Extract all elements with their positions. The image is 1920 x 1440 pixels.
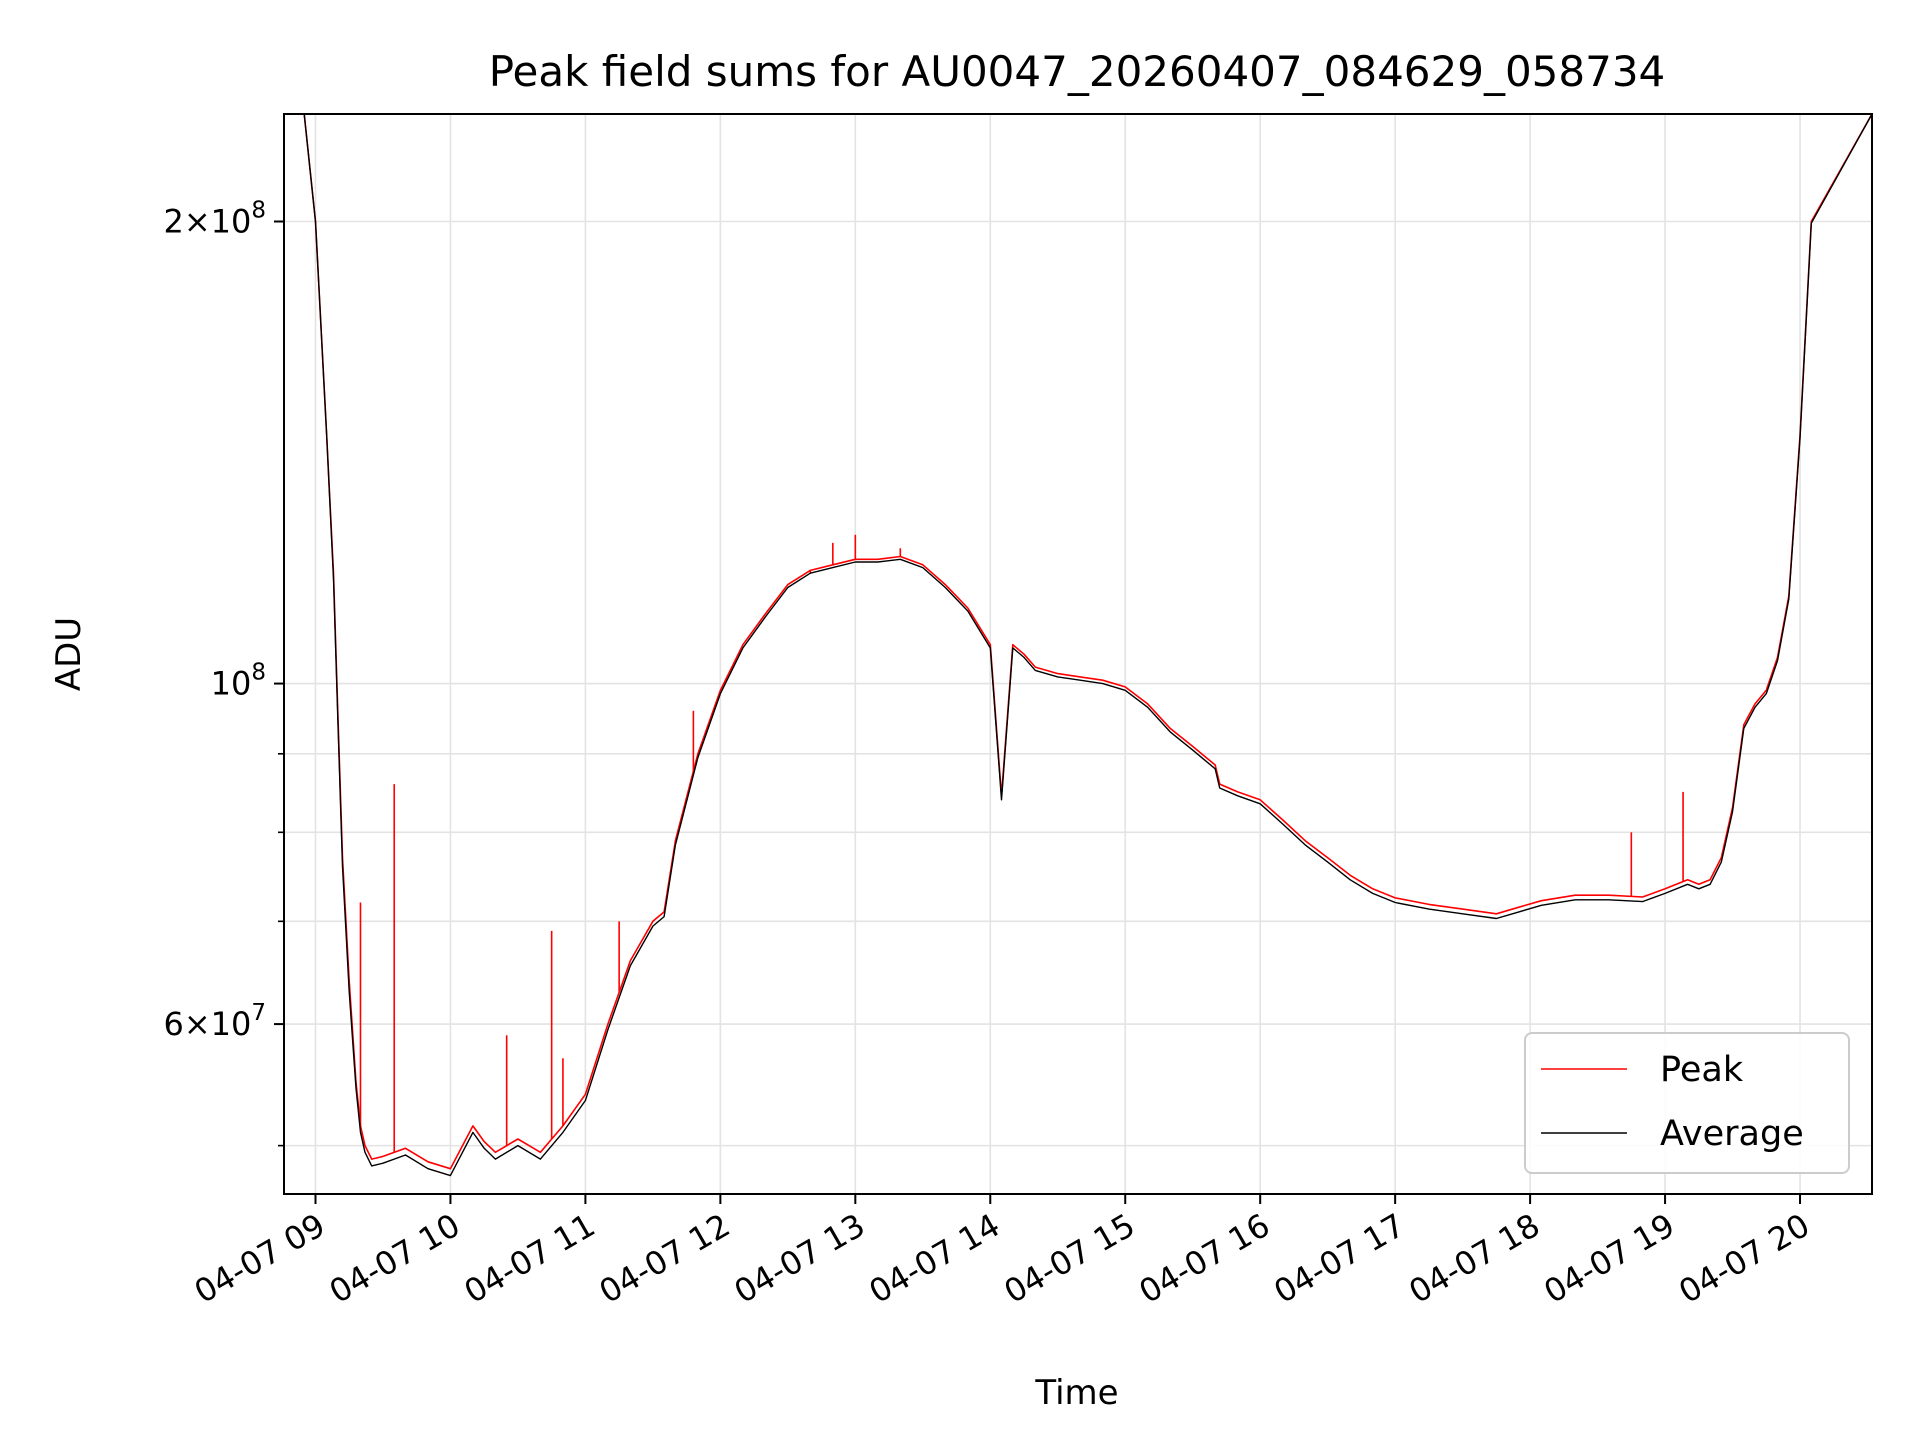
y-tick-label: 2×108 (163, 198, 266, 241)
y-axis-title: ADU (49, 617, 89, 691)
chart-title: Peak field sums for AU0047_20260407_0846… (489, 47, 1666, 96)
x-axis-title: Time (1034, 1373, 1118, 1413)
y-tick-label: 108 (211, 660, 266, 703)
y-axis-ticks: 2×108 108 6×107 (163, 198, 284, 1147)
legend: Peak Average (1524, 1032, 1850, 1174)
legend-label-average: Average (1660, 1114, 1804, 1154)
grid-layer (284, 114, 1872, 1194)
legend-label-peak: Peak (1660, 1050, 1744, 1090)
y-tick-label: 6×107 (163, 1000, 266, 1043)
plot-area-frame (283, 113, 1873, 1195)
legend-box (1524, 1032, 1850, 1174)
series-layer (284, 113, 1873, 1177)
series-line-average (284, 113, 1873, 1177)
